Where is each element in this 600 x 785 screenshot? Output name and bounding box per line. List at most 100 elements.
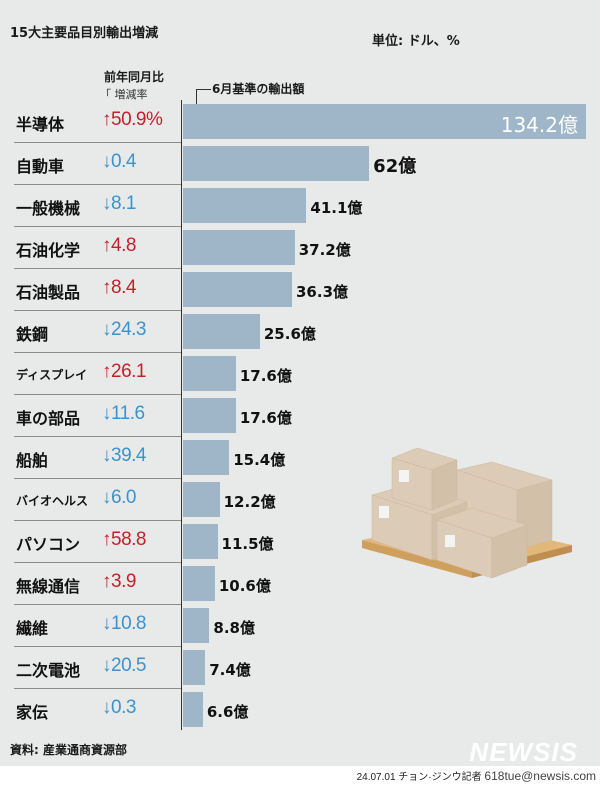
change-value: 10.8 (111, 613, 146, 634)
rate-header: 前年同月比 (104, 70, 165, 84)
category-label: 一般機械 (16, 199, 81, 218)
change-rate: ↓20.5 (102, 655, 146, 677)
category-label: 繊維 (16, 619, 49, 638)
category-label: 車の部品 (16, 409, 81, 428)
change-rate: ↑3.9 (102, 571, 136, 593)
bar (183, 314, 260, 349)
bar (183, 356, 236, 391)
arrow-down-icon: ↓ (102, 193, 112, 214)
value-label: 12.2億 (223, 493, 276, 511)
category-label: 無線通信 (16, 577, 81, 596)
arrow-down-icon: ↓ (102, 697, 112, 718)
value-label: 8.8億 (213, 619, 255, 637)
category-label: 二次電池 (16, 661, 81, 680)
change-value: 24.3 (111, 319, 146, 340)
change-value: 8.4 (111, 277, 136, 298)
row-separator (14, 268, 181, 269)
bar (183, 650, 206, 685)
row-separator (14, 688, 181, 689)
amount-header: 6月基準の輸出額 (212, 82, 305, 96)
row-separator (14, 142, 181, 143)
change-rate: ↓0.4 (102, 151, 136, 173)
value-label: 17.6億 (239, 367, 292, 385)
pallet-boxes-illustration (362, 447, 572, 579)
change-rate: ↓8.1 (102, 193, 136, 215)
change-value: 3.9 (111, 571, 136, 592)
value-label: 62億 (373, 156, 417, 177)
category-label: パソコン (16, 535, 81, 554)
change-rate: ↑58.8 (102, 529, 146, 551)
change-value: 50.9% (111, 109, 163, 130)
row-separator (14, 394, 181, 395)
bar (183, 566, 215, 601)
row-separator (14, 184, 181, 185)
change-value: 8.1 (111, 193, 136, 214)
change-value: 39.4 (111, 445, 146, 466)
y-axis-line (181, 100, 182, 730)
value-label: 7.4億 (209, 661, 251, 679)
row-separator (14, 226, 181, 227)
category-label: 船舶 (16, 451, 49, 470)
value-label: 37.2億 (298, 241, 351, 259)
change-value: 26.1 (111, 361, 146, 382)
change-value: 58.8 (111, 529, 146, 550)
value-label: 41.1億 (310, 199, 363, 217)
value-label: 25.6億 (263, 325, 316, 343)
change-value: 11.6 (111, 403, 145, 424)
arrow-down-icon: ↓ (102, 319, 112, 340)
row-separator (14, 436, 181, 437)
arrow-down-icon: ↓ (102, 445, 112, 466)
row-separator (14, 646, 181, 647)
value-label: 15.4億 (233, 451, 286, 469)
chart-title: 15大主要品目別輸出増減 (10, 26, 159, 41)
category-label: ディスプレイ (16, 368, 88, 382)
bar (183, 524, 218, 559)
change-rate: ↓11.6 (102, 403, 145, 425)
bar (183, 692, 203, 727)
change-value: 0.3 (111, 697, 136, 718)
arrow-up-icon: ↑ (102, 361, 112, 382)
bar (183, 104, 586, 139)
bar (183, 272, 292, 307)
change-rate: ↑26.1 (102, 361, 146, 383)
arrow-down-icon: ↓ (102, 151, 112, 172)
category-label: 石油化学 (16, 241, 81, 260)
credit-author: 24.07.01 チョン·ジンウ記者 (356, 772, 482, 783)
arrow-up-icon: ↑ (102, 529, 112, 550)
category-label: 半導体 (16, 115, 65, 134)
category-label: 鉄鋼 (16, 325, 49, 344)
unit-label: 単位: ドル、% (372, 34, 460, 49)
arrow-up-icon: ↑ (102, 109, 112, 130)
row-separator (14, 604, 181, 605)
category-label: バイオヘルス (16, 494, 89, 508)
newsis-logo: NEWSIS (469, 737, 578, 767)
change-rate: ↑8.4 (102, 277, 136, 299)
value-label: 11.5億 (221, 535, 274, 553)
bar (183, 440, 230, 475)
value-label: 134.2億 (500, 113, 578, 137)
change-rate: ↓6.0 (102, 487, 136, 509)
arrow-down-icon: ↓ (102, 613, 112, 634)
change-rate: ↑4.8 (102, 235, 136, 257)
value-label: 10.6億 (218, 577, 271, 595)
bar (183, 188, 307, 223)
category-label: 石油製品 (16, 283, 81, 302)
row-separator (14, 310, 181, 311)
change-value: 0.4 (111, 151, 136, 172)
arrow-up-icon: ↑ (102, 277, 112, 298)
bar (183, 482, 220, 517)
row-separator (14, 352, 181, 353)
category-label: 家伝 (16, 703, 49, 722)
arrow-down-icon: ↓ (102, 403, 112, 424)
arrow-down-icon: ↓ (102, 655, 112, 676)
source-note: 資料: 産業通商資源部 (10, 743, 127, 757)
change-value: 4.8 (111, 235, 136, 256)
row-separator (14, 562, 181, 563)
category-label: 自動車 (16, 157, 65, 176)
change-rate: ↑50.9% (102, 109, 163, 131)
amount-header-bracket (196, 89, 211, 106)
change-rate: ↓39.4 (102, 445, 146, 467)
arrow-down-icon: ↓ (102, 487, 112, 508)
bar (183, 398, 236, 433)
value-label: 6.6億 (206, 703, 249, 721)
